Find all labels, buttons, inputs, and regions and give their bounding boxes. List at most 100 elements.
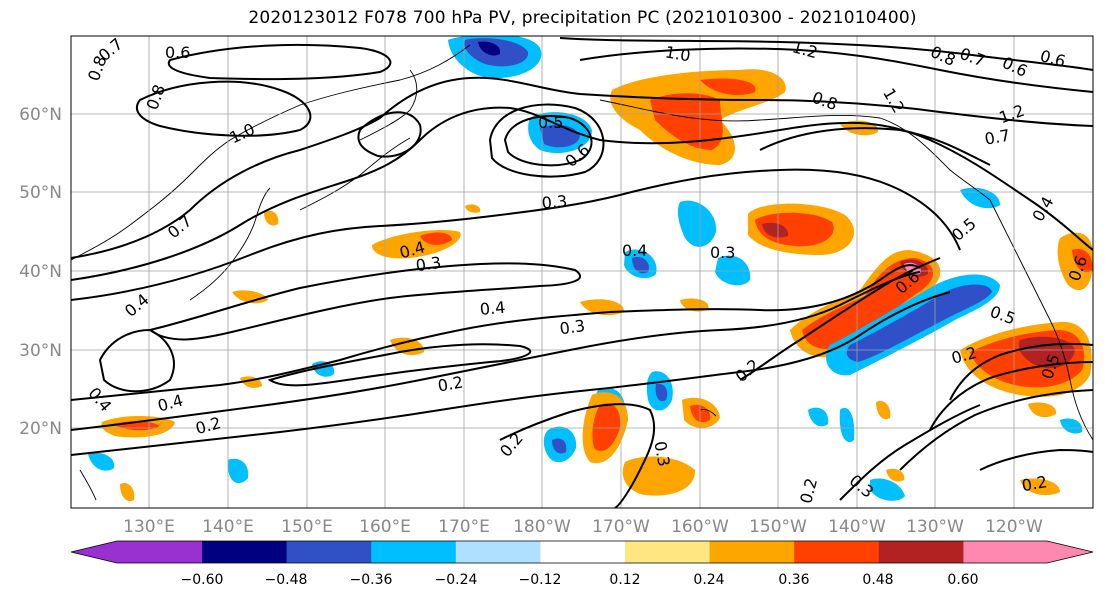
colorbar-segment xyxy=(794,541,880,563)
precip-blob xyxy=(227,458,249,484)
pv-contour xyxy=(929,361,1093,431)
coastline-kamchatka xyxy=(359,69,418,141)
pv-contour xyxy=(167,43,392,81)
colorbar-tick-label: 0.48 xyxy=(862,572,893,588)
pv-contour xyxy=(979,448,1093,471)
contour-label: 0.3 xyxy=(558,316,586,338)
coastlines xyxy=(71,44,1093,501)
pv-contour xyxy=(147,262,582,341)
precip-blob xyxy=(886,468,905,482)
lon-tick-label: 140°E xyxy=(202,517,254,537)
lat-tick-label: 60°N xyxy=(19,105,62,125)
precip-blob xyxy=(1072,248,1093,273)
precip-blob xyxy=(680,298,709,312)
pv-contour xyxy=(71,168,961,301)
contour-label: 0.5 xyxy=(538,113,563,132)
colorbar-tick-label: −0.60 xyxy=(181,572,224,588)
lon-tick-label: 130°E xyxy=(123,517,175,537)
lon-tick-label: 170°E xyxy=(438,517,490,537)
pv-contour xyxy=(559,37,1093,71)
lon-tick-label: 140°W xyxy=(828,517,886,537)
contour-label: 0.7 xyxy=(983,126,1011,149)
colorbar-segment xyxy=(455,541,541,563)
colorbar-tick-label: −0.24 xyxy=(435,572,478,588)
coastline-alaska xyxy=(599,99,991,201)
lon-tick-label: 120°W xyxy=(985,517,1043,537)
lat-tick-label: 40°N xyxy=(19,262,62,282)
lat-tick-label: 30°N xyxy=(19,341,62,361)
pv-contour xyxy=(499,403,656,508)
pv-contour xyxy=(503,115,593,167)
lon-tick-label: 150°E xyxy=(281,517,333,537)
lon-tick-label: 180°W xyxy=(513,517,571,537)
precip-blob xyxy=(650,93,723,150)
precip-blob xyxy=(715,255,751,286)
precip-blob xyxy=(465,204,481,213)
precip-blob xyxy=(755,212,834,247)
colorbar-segment xyxy=(709,541,795,563)
pv-contour xyxy=(357,111,422,158)
pv-contour xyxy=(135,80,312,137)
pv-contour xyxy=(579,47,1093,93)
contour-label: 0.3 xyxy=(650,440,673,468)
coastline-philippines xyxy=(79,469,97,501)
contour-label: 0.3 xyxy=(710,243,735,262)
colorbar-outline xyxy=(70,540,1094,564)
contour-label: 0.6 xyxy=(165,43,190,62)
colorbar-segment xyxy=(878,541,964,563)
precip-blob xyxy=(552,438,567,454)
graticule xyxy=(71,36,1093,508)
pv-contour xyxy=(98,328,175,393)
precip-blob xyxy=(232,290,268,304)
pv-contour xyxy=(71,291,951,456)
coastline-na-west xyxy=(989,199,1093,441)
pv-contour xyxy=(739,257,941,381)
lon-tick-label: 170°W xyxy=(592,517,650,537)
colorbar-tick-label: 0.60 xyxy=(947,572,978,588)
colorbar-tick-labels: −0.60 −0.48 −0.36 −0.24 −0.12 0.12 0.24 … xyxy=(181,572,979,588)
pv-contours xyxy=(71,37,1093,508)
lon-tick-labels: 130°E 140°E 150°E 160°E 170°E 180°W 170°… xyxy=(123,517,1043,537)
precip-blob xyxy=(420,232,452,245)
colorbar-segment xyxy=(286,541,372,563)
map-border xyxy=(70,35,1094,509)
precip-blob xyxy=(478,41,501,56)
pv-contour xyxy=(839,404,981,501)
pv-contour xyxy=(899,389,1093,471)
precip-blob xyxy=(1060,418,1083,434)
lon-tick-label: 160°E xyxy=(359,517,411,537)
colorbar-segment xyxy=(540,541,626,563)
precip-blob xyxy=(700,78,756,96)
map-title: 2020123012 F078 700 hPa PV, precipitatio… xyxy=(248,8,917,28)
contour-label: 1.0 xyxy=(664,42,692,65)
contour-label: 0.3 xyxy=(415,253,443,275)
precip-blob xyxy=(802,258,934,350)
lat-tick-label: 20°N xyxy=(19,419,62,439)
coastline-japan xyxy=(189,187,271,301)
pv-contour xyxy=(71,76,1093,259)
lon-tick-label: 150°W xyxy=(749,517,807,537)
colorbar-tick-label: 0.12 xyxy=(609,572,640,588)
precip-blob xyxy=(264,210,279,226)
precip-blob xyxy=(846,284,992,362)
pv-contour xyxy=(71,264,921,401)
precip-blob xyxy=(120,482,135,502)
precip-blob xyxy=(88,452,115,471)
pv-contour xyxy=(488,103,605,178)
pv-contour xyxy=(71,271,921,431)
colorbar-segment xyxy=(202,541,288,563)
precip-blob xyxy=(1020,478,1060,496)
lon-tick-label: 130°W xyxy=(906,517,964,537)
colorbar-tick-label: 0.36 xyxy=(778,572,809,588)
pv-contour xyxy=(759,127,991,166)
precip-blob xyxy=(1028,402,1057,418)
colorbar-tick-label: −0.36 xyxy=(350,572,393,588)
colorbar xyxy=(70,540,1094,564)
precip-blob xyxy=(390,337,425,356)
precip-blob xyxy=(870,478,905,501)
coastline-kuril xyxy=(299,137,411,211)
contour-label: 0.2 xyxy=(436,372,464,395)
contour-label: 0.2 xyxy=(1020,472,1048,495)
colorbar-tick-label: 0.24 xyxy=(693,572,724,588)
